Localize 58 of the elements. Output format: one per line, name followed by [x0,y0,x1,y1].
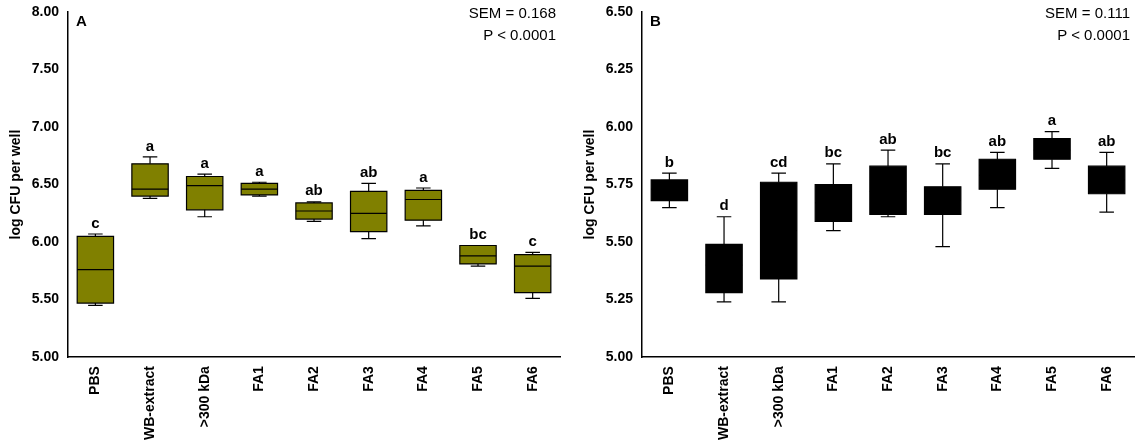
annotation: ab [359,163,378,181]
x-tick-label: FA2 [304,365,321,392]
x-tick-label: WB-extract [140,365,157,440]
annotation: SEM = 0.168 [468,3,556,21]
annotation: a [1047,111,1057,129]
annotation: ab [1097,131,1116,149]
annotation: bc [824,143,843,161]
x-tick-label: FA5 [468,365,485,392]
x-tick-label: FA6 [1097,365,1114,392]
annotation: cd [769,152,788,170]
y-tick-label: 6.25 [605,60,634,77]
x-tick-label: PBS [660,366,677,395]
y-tick-label: 6.50 [605,2,634,19]
annotation: a [200,153,210,171]
annotation: SEM = 0.111 [1045,3,1130,21]
x-tick-label: FA5 [1042,365,1059,392]
x-tick-label: FA1 [824,365,841,392]
y-tick-label: 6.00 [605,117,634,134]
annotation: bc [933,143,952,161]
y-tick-label: 5.25 [605,290,634,307]
annotation: P < 0.0001 [1057,25,1130,43]
y-tick-label: 6.00 [31,232,60,249]
y-tick-label: 5.75 [605,175,634,192]
x-tick-label: FA4 [414,365,431,392]
x-tick-label: PBS [86,366,103,395]
annotation: ab [879,129,897,147]
x-tick-label: FA3 [359,365,376,392]
x-tick-label: FA3 [933,365,950,392]
y-tick-label: 5.50 [31,290,60,307]
y-tick-label: 5.00 [31,347,60,364]
annotation: c [528,232,537,250]
x-tick-label: WB-extract [714,365,731,440]
annotation: a [145,136,155,154]
chart-title: A [76,11,88,29]
x-tick-label: >300 kDa [769,365,786,428]
annotation: a [419,167,429,185]
annotation: d [719,196,729,214]
x-tick-label: FA2 [878,365,895,392]
y-axis-title: log CFU per well [581,129,598,240]
annotation: bc [469,225,487,243]
annotation: ab [305,181,323,199]
annotation: P < 0.0001 [483,25,556,43]
y-tick-label: 8.00 [31,2,60,19]
y-tick-label: 6.50 [31,175,60,192]
annotation: b [664,152,674,170]
x-tick-label: FA4 [988,365,1005,392]
annotation: a [255,161,265,179]
y-tick-label: 7.00 [31,117,60,134]
x-tick-label: FA1 [250,365,267,392]
y-tick-label: 7.50 [31,60,60,77]
y-tick-label: 5.50 [605,232,634,249]
chart-title: B [650,11,662,29]
y-axis-title: log CFU per well [7,129,24,240]
annotation: ab [988,131,1007,149]
x-tick-label: >300 kDa [195,365,212,428]
annotation: c [91,213,100,231]
y-tick-label: 5.00 [605,347,634,364]
x-tick-label: FA6 [523,365,540,392]
